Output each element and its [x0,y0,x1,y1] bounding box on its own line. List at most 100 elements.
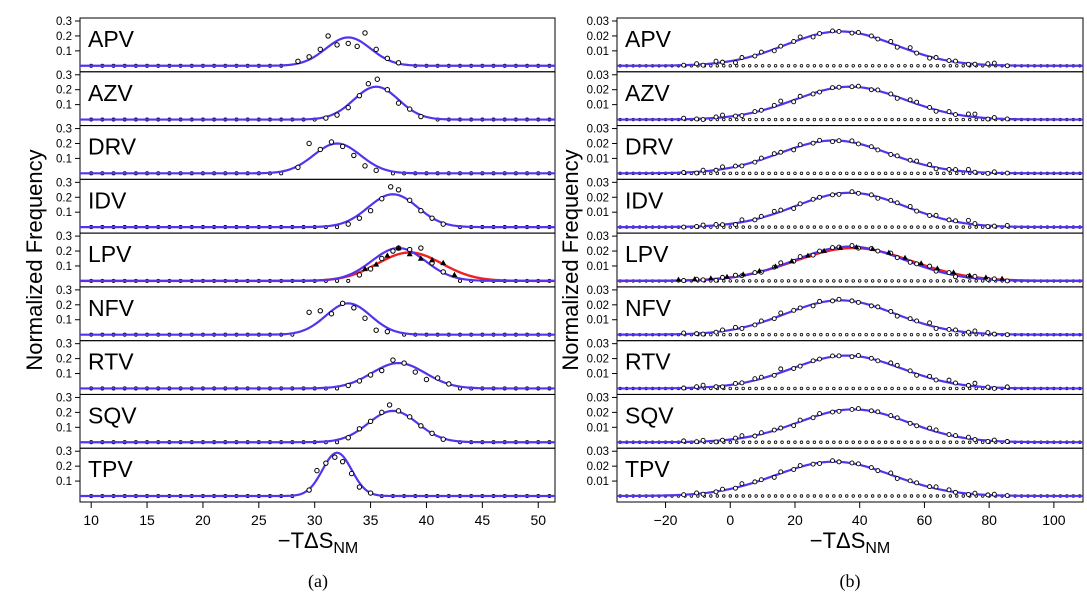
point-b-AZV-29 [965,111,971,117]
baseline-marker-b-DRV-36 [845,171,849,176]
point-b-LPV-15 [830,245,835,251]
panel-label-a-TPV: TPV [88,456,133,482]
baseline-marker-b-APV-62 [929,64,933,68]
point-b-NFV-0 [681,330,687,336]
baseline-marker-b-TPV-60 [922,494,927,498]
point-b-RTV-29 [965,382,971,388]
point-b-APV-32 [991,60,997,66]
baseline-marker-b-NFV-36 [845,332,849,337]
baseline-marker-b-NFV-52 [896,332,901,337]
baseline-marker-b-LPV-34 [838,279,842,283]
y-tick-label-a-RTV-1: 0.2 [56,354,72,366]
point-b-DRV-22 [894,153,900,159]
point-b-IDV-18 [855,190,861,196]
baseline-marker-b-NFV-10 [760,332,765,337]
point-b-SQV-7 [752,433,758,439]
baseline-marker-b-RTV-38 [851,386,855,391]
point-b-IDV-30 [972,221,978,227]
baseline-marker-b-IDV-34 [838,225,842,229]
point-b-RTV-24 [914,372,920,378]
baseline-marker-b-AZV-26 [812,117,817,122]
point-b-RTV-1 [694,384,700,390]
baseline-marker-b-AZV-30 [825,117,830,122]
baseline-marker-b-RTV-46 [877,386,881,391]
panel-label-a-NFV: NFV [88,295,135,321]
point-b-APV-15 [830,28,835,34]
point-b-TPV-30 [972,490,978,496]
point-b-AZV-19 [868,87,874,93]
baseline-marker-b-APV-14 [773,64,778,68]
point-b-APV-2 [700,62,706,68]
point-b-TPV-3 [713,489,719,495]
baseline-marker-b-DRV-40 [858,171,862,176]
curve-a-TPV [80,451,555,498]
baseline-marker-b-AZV-10 [760,117,765,122]
baseline-marker-b-IDV-70 [955,225,959,229]
point-b-RTV-30 [972,380,978,386]
point-b-AZV-31 [985,116,991,122]
baseline-marker-b-SQV-4 [741,440,745,444]
point-b-NFV-22 [894,313,900,319]
baseline-marker-b-AZV-50 [890,117,894,122]
point-a-APV-0 [295,58,301,64]
point-b-NFV-25 [927,320,933,326]
baseline-marker-b-IDV-4 [741,225,745,229]
y-tick-label-a-LPV-2: 0.3 [56,231,72,243]
point-b-LPV-7 [752,270,758,276]
y-axis-label-b: Normalized Frequency [558,149,583,370]
y-tick-label-b-APV-0: 0.01 [587,46,609,58]
point-b-TPV-16 [836,459,842,465]
baseline-marker-b-LPV-22 [799,279,804,283]
point-b-LPV-12 [797,254,803,260]
baseline-marker-b-AZV-4 [741,117,745,122]
point-b-IDV-5 [732,222,738,227]
baseline-marker-b-APV-64 [935,64,940,68]
baseline-marker-b-IDV-74 [968,225,972,229]
point-b-NFV-28 [953,327,958,333]
baseline-marker-b-TPV-72 [961,494,965,498]
baseline-marker-b-APV-66 [942,64,946,68]
point-b-SQV-5 [732,435,738,441]
baseline-marker-b-TPV-36 [845,494,849,498]
point-b-AZV-6 [739,113,745,119]
point-a-RTV-5 [401,360,407,366]
y-tick-label-a-DRV-1: 0.2 [56,138,72,150]
baseline-marker-b-TPV-18 [786,494,791,498]
baseline-marker-b-SQV-54 [903,440,907,444]
x-tick-label-a-3: 25 [251,512,267,528]
baseline-marker-b-IDV-22 [799,225,804,229]
panel-frame-b-DRV [616,125,1084,180]
point-a-APV-1 [306,54,312,60]
baseline-marker-b-NFV-22 [799,332,804,337]
y-tick-label-b-LPV-1: 0.02 [587,246,609,258]
point-b-AZV-30 [972,111,978,117]
point-b-AZV-3 [713,114,719,120]
point-a-SQV-2 [367,418,374,425]
panel-label-a-RTV: RTV [88,349,134,375]
panel-frame-a-IDV [79,178,556,234]
point-a-SQV-9 [440,436,446,442]
baseline-marker-b-LPV-18 [786,279,791,283]
point-b-AZV-5 [732,113,738,119]
baseline-marker-b-RTV-18 [786,386,791,391]
baseline-marker-b-AZV-74 [968,117,972,122]
point-b-SQV-28 [953,433,958,439]
point-b-RTV-13 [810,358,816,364]
baseline-marker-b-SQV-70 [955,440,959,444]
baseline-marker-b-APV-26 [812,64,817,68]
point-b-LPV-0 [681,278,687,283]
baseline-marker-b-NFV-60 [922,332,927,337]
y-tick-label-b-RTV-1: 0.02 [587,354,609,366]
baseline-marker-b-RTV-44 [870,386,875,391]
baseline-marker-b-TPV-34 [838,494,842,498]
point-a-RTV-9 [446,381,452,387]
baseline-marker-b-NFV-72 [961,332,965,337]
baseline-marker-b-APV-30 [825,64,830,68]
curve-a-DRV [80,142,555,175]
point-b-IDV-13 [810,196,816,202]
y-tick-label-a-NFV-1: 0.2 [56,300,72,312]
y-tick-label-a-LPV-1: 0.2 [56,246,72,258]
point-b-SQV-16 [836,408,842,414]
baseline-marker-b-LPV-14 [773,279,778,283]
baseline-marker-b-NFV-42 [864,332,868,337]
